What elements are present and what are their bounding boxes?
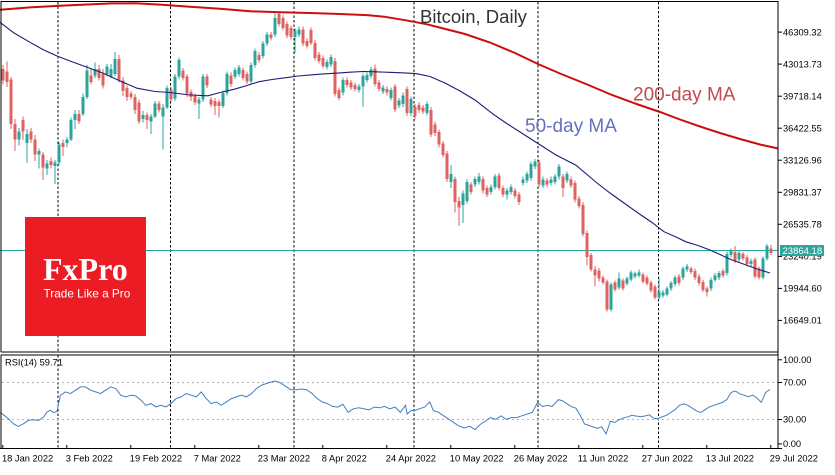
svg-text:26 May 2022: 26 May 2022: [514, 454, 568, 464]
svg-text:10 May 2022: 10 May 2022: [450, 454, 504, 464]
svg-text:26535.78: 26535.78: [783, 220, 822, 230]
svg-text:RSI(14) 59.71: RSI(14) 59.71: [5, 358, 63, 368]
svg-text:70.00: 70.00: [783, 378, 806, 388]
svg-text:50-day MA: 50-day MA: [525, 116, 617, 137]
svg-text:200-day MA: 200-day MA: [633, 85, 736, 106]
svg-text:11 Jun 2022: 11 Jun 2022: [578, 454, 629, 464]
svg-text:33126.96: 33126.96: [783, 155, 822, 165]
svg-text:Trade Like a Pro: Trade Like a Pro: [44, 287, 131, 301]
svg-text:0.00: 0.00: [783, 439, 801, 449]
svg-text:Bitcoin, Daily: Bitcoin, Daily: [420, 6, 528, 27]
svg-text:8 Apr 2022: 8 Apr 2022: [322, 454, 367, 464]
svg-text:29 Jul 2022: 29 Jul 2022: [770, 454, 818, 464]
svg-text:27 Jun 2022: 27 Jun 2022: [642, 454, 693, 464]
svg-text:23864.18: 23864.18: [783, 246, 823, 257]
svg-text:23240.19: 23240.19: [783, 252, 822, 262]
svg-text:100.00: 100.00: [783, 355, 811, 365]
svg-text:16649.01: 16649.01: [783, 316, 822, 326]
svg-text:23 Mar 2022: 23 Mar 2022: [258, 454, 310, 464]
svg-text:19 Feb 2022: 19 Feb 2022: [130, 454, 182, 464]
svg-text:FxPro: FxPro: [43, 251, 128, 287]
svg-text:30.00: 30.00: [783, 415, 806, 425]
svg-text:7 Mar 2022: 7 Mar 2022: [194, 454, 241, 464]
svg-text:46309.32: 46309.32: [783, 27, 822, 37]
svg-text:39718.14: 39718.14: [783, 91, 822, 101]
svg-text:36422.55: 36422.55: [783, 123, 822, 133]
svg-text:19944.60: 19944.60: [783, 284, 822, 294]
svg-text:24 Apr 2022: 24 Apr 2022: [386, 454, 436, 464]
svg-text:18 Jan 2022: 18 Jan 2022: [2, 454, 53, 464]
svg-text:3 Feb 2022: 3 Feb 2022: [66, 454, 113, 464]
svg-text:43013.73: 43013.73: [783, 59, 822, 69]
svg-text:29831.37: 29831.37: [783, 188, 822, 198]
svg-text:13 Jul 2022: 13 Jul 2022: [706, 454, 754, 464]
